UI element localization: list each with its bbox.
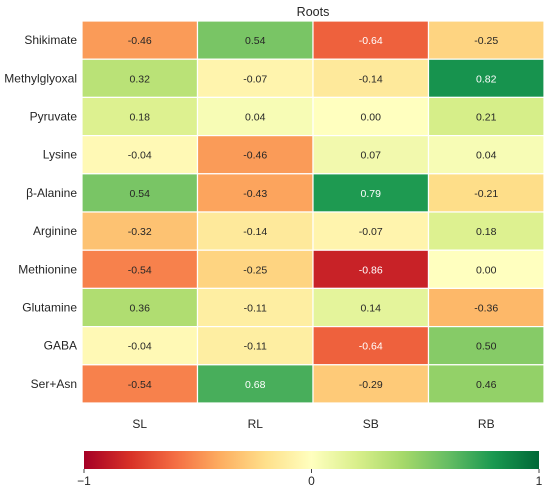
heatmap-cell — [427, 173, 545, 213]
heatmap-cell — [427, 135, 545, 175]
heatmap-cell — [196, 211, 314, 251]
heatmap-cell — [312, 364, 430, 404]
column-label: RB — [478, 417, 495, 431]
colorbar: −1 0 1 — [77, 451, 543, 488]
cell-value-label: 0.18 — [130, 112, 151, 124]
cell-value-label: -0.43 — [243, 188, 267, 200]
cell-value-label: -0.07 — [359, 226, 383, 238]
colorbar-tick-label: 1 — [536, 474, 543, 488]
cell-value-label: 0.54 — [245, 35, 266, 47]
cell-value-label: -0.36 — [474, 303, 498, 315]
row-label: Arginine — [33, 224, 77, 238]
cell-value-label: -0.11 — [244, 303, 267, 315]
heatmap-cell — [312, 211, 430, 251]
cell-value-label: 0.82 — [476, 73, 497, 85]
cell-value-label: -0.86 — [359, 264, 383, 276]
cell-value-label: 0.54 — [130, 188, 151, 200]
cell-value-label: 0.32 — [130, 73, 151, 85]
cell-value-label: 0.04 — [245, 112, 266, 124]
row-label: Methionine — [18, 262, 77, 276]
heatmap-cell — [196, 20, 314, 60]
cell-value-label: 0.50 — [476, 341, 497, 353]
cell-value-label: -0.64 — [359, 35, 383, 47]
heatmap-cell — [81, 287, 199, 328]
column-labels: SL RL SB RB — [132, 417, 494, 431]
row-label: Glutamine — [22, 301, 77, 315]
heatmap-cell — [312, 287, 430, 328]
column-label: RL — [248, 417, 264, 431]
heatmap-cell — [81, 173, 199, 213]
heatmap-cell — [196, 58, 314, 99]
heatmap-cells: -0.46 0.54 -0.64 -0.25 0.32 -0.07 -0.14 0.82 0.1… — [81, 20, 545, 404]
cell-value-label: -0.54 — [128, 379, 152, 391]
row-label: β-Alanine — [26, 186, 77, 200]
cell-value-label: 0.79 — [361, 188, 382, 200]
row-label: Lysine — [43, 148, 78, 162]
cell-value-label: -0.25 — [243, 264, 267, 276]
cell-value-label: -0.04 — [128, 150, 152, 162]
cell-value-label: -0.04 — [128, 341, 152, 353]
heatmap-cell — [427, 326, 545, 366]
heatmap-cell — [312, 249, 430, 289]
cell-value-label: -0.21 — [474, 188, 498, 200]
heatmap-cell — [427, 20, 545, 60]
cell-value-label: -0.14 — [359, 73, 383, 85]
cell-value-label: 0.18 — [476, 226, 497, 238]
heatmap-cell — [427, 96, 545, 137]
cell-value-label: -0.11 — [244, 341, 267, 353]
heatmap-cell — [81, 20, 199, 60]
row-label: Ser+Asn — [31, 377, 77, 391]
heatmap-cell — [196, 135, 314, 175]
chart-title: Roots — [297, 5, 330, 19]
heatmap-cell — [196, 173, 314, 213]
cell-value-label: 0.04 — [476, 150, 497, 162]
cell-value-label: -0.54 — [128, 264, 152, 276]
cell-value-label: -0.29 — [359, 379, 383, 391]
cell-value-label: -0.14 — [243, 226, 267, 238]
heatmap-cell — [427, 211, 545, 251]
row-label: GABA — [44, 339, 77, 353]
row-label: Shikimate — [24, 33, 77, 47]
heatmap-cell — [81, 364, 199, 404]
column-label: SB — [363, 417, 379, 431]
cell-value-label: 0.00 — [361, 112, 382, 124]
cell-value-label: 0.21 — [476, 112, 497, 124]
cell-value-label: -0.64 — [359, 341, 383, 353]
row-labels: Shikimate Methylglyoxal Pyruvate Lysine β-Al… — [4, 33, 77, 391]
heatmap-cell — [81, 211, 199, 251]
heatmap-cell — [427, 249, 545, 289]
cell-value-label: 0.46 — [476, 379, 497, 391]
heatmap-cell — [312, 173, 430, 213]
row-label: Pyruvate — [30, 110, 78, 124]
cell-value-label: 0.07 — [361, 150, 382, 162]
cell-value-label: 0.14 — [361, 303, 382, 315]
heatmap-cell — [427, 364, 545, 404]
cell-value-label: 0.36 — [130, 303, 151, 315]
cell-value-label: -0.46 — [243, 150, 267, 162]
heatmap-cell — [196, 364, 314, 404]
heatmap-cell — [427, 58, 545, 99]
cell-value-label: 0.00 — [476, 264, 497, 276]
cell-value-label: -0.07 — [243, 73, 267, 85]
cell-value-label: -0.32 — [128, 226, 152, 238]
colorbar-gradient — [84, 451, 539, 469]
colorbar-tick-label: 0 — [308, 474, 315, 488]
row-label: Methylglyoxal — [4, 71, 77, 85]
heatmap-cell — [196, 96, 314, 137]
cell-value-label: -0.25 — [474, 35, 498, 47]
cell-value-label: 0.68 — [245, 379, 266, 391]
cell-value-label: -0.46 — [128, 35, 152, 47]
heatmap-cell — [312, 20, 430, 60]
colorbar-tick-label: −1 — [77, 474, 91, 488]
column-label: SL — [132, 417, 147, 431]
